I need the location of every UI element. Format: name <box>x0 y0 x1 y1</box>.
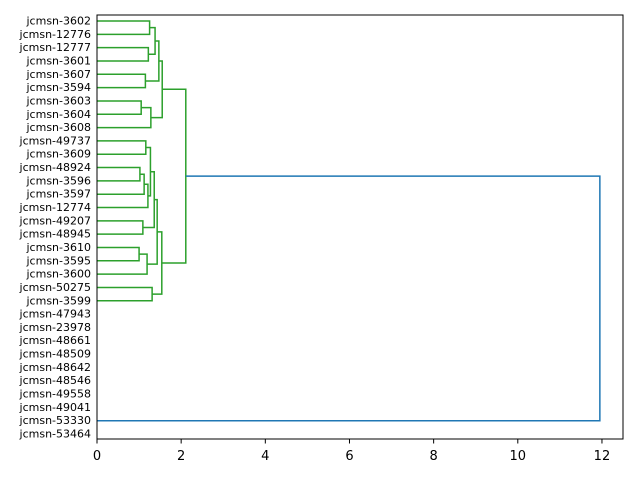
leaf-label: jcmsn-47943 <box>19 308 91 321</box>
leaf-label: jcmsn-3597 <box>26 188 92 201</box>
leaf-label: jcmsn-48661 <box>19 334 91 347</box>
leaf-label: jcmsn-48546 <box>19 374 91 387</box>
leaf-label: jcmsn-50275 <box>19 281 91 294</box>
leaf-label: jcmsn-53464 <box>19 428 91 441</box>
leaf-label: jcmsn-53330 <box>19 414 91 427</box>
leaf-label: jcmsn-49207 <box>19 214 91 227</box>
leaf-label: jcmsn-48642 <box>19 361 91 374</box>
leaf-label: jcmsn-49737 <box>19 134 91 147</box>
leaf-label: jcmsn-3595 <box>26 254 92 267</box>
leaf-label: jcmsn-48945 <box>19 228 91 241</box>
leaf-label: jcmsn-23978 <box>19 321 91 334</box>
leaf-label: jcmsn-48924 <box>19 161 91 174</box>
x-tick-label: 2 <box>177 449 185 464</box>
leaf-label: jcmsn-49041 <box>19 401 91 414</box>
leaf-label: jcmsn-49558 <box>19 388 91 401</box>
leaf-label: jcmsn-3596 <box>26 174 92 187</box>
x-tick-label: 0 <box>93 449 101 464</box>
leaf-label: jcmsn-3600 <box>26 268 92 281</box>
leaf-label: jcmsn-12774 <box>19 201 91 214</box>
leaf-label: jcmsn-3599 <box>26 294 92 307</box>
leaf-label: jcmsn-12776 <box>19 28 91 41</box>
leaf-label: jcmsn-3601 <box>26 54 92 67</box>
leaf-label: jcmsn-3603 <box>26 94 92 107</box>
leaf-label: jcmsn-3607 <box>26 68 92 81</box>
leaf-label: jcmsn-3609 <box>26 148 92 161</box>
x-tick-label: 12 <box>594 449 611 464</box>
leaf-label: jcmsn-12777 <box>19 41 91 54</box>
axes-frame <box>96 14 624 440</box>
x-tick-label: 6 <box>345 449 353 464</box>
leaf-label: jcmsn-3610 <box>26 241 92 254</box>
leaf-label: jcmsn-3604 <box>26 108 92 121</box>
dendrogram-link-blue <box>97 175 601 422</box>
leaf-label: jcmsn-3594 <box>26 81 92 94</box>
leaf-label: jcmsn-3602 <box>26 15 92 28</box>
leaf-label: jcmsn-3608 <box>26 121 92 134</box>
x-tick-label: 8 <box>429 449 437 464</box>
x-tick-label: 4 <box>261 449 269 464</box>
leaf-label: jcmsn-48509 <box>19 348 91 361</box>
x-tick-label: 10 <box>510 449 527 464</box>
